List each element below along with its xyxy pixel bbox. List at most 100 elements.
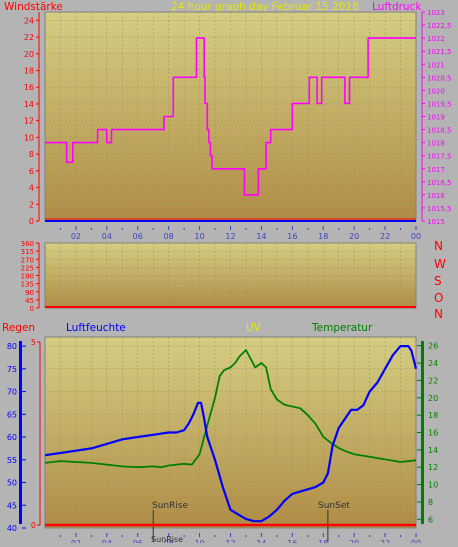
humidity-label-40: 40: [7, 524, 17, 533]
pressure-line: [45, 37, 416, 196]
panel3-x-label-12: 12: [225, 539, 235, 543]
sunrise-label: SunRise: [152, 501, 189, 511]
panel3-x-label-00: 00: [411, 539, 421, 543]
panel1-right-label-1021,5: 1021,5: [427, 48, 452, 56]
panel1-right-label-1022,5: 1022,5: [427, 22, 452, 30]
panel1-right-label-1020,5: 1020,5: [427, 74, 452, 82]
panel1-right-label-1020: 1020: [427, 87, 445, 95]
panel3-x-label-06: 06: [133, 539, 143, 543]
panel2-left-label-90: 90: [25, 289, 34, 297]
chart-title: 24 hour graph day Februar 15 2018: [171, 1, 359, 13]
direction-n-bottom: N: [434, 307, 443, 321]
humidity-label-75: 75: [7, 365, 17, 374]
panel1-left-label-2: 2: [29, 200, 34, 209]
humidity-axis: [19, 341, 22, 524]
panel1-x-label-06: 06: [133, 232, 143, 241]
wind-pressure-panel: 02468101214161820222410151015,510161016,…: [24, 9, 452, 241]
panel1-right-label-1019: 1019: [427, 114, 445, 122]
panel2-left-label-360: 360: [21, 240, 34, 248]
panel1-left-label-20: 20: [24, 50, 34, 59]
panel1-x-label-22: 22: [380, 232, 390, 241]
humidity-label-45: 45: [7, 501, 17, 510]
lower-header: Regen Luftfeuchte UV Temperatur: [2, 322, 373, 334]
rain-label: Regen: [2, 322, 35, 334]
panel1-left-label-24: 24: [24, 16, 34, 25]
panel2-left-label-135: 135: [21, 281, 34, 289]
panel1-right-label-1016,5: 1016,5: [427, 179, 452, 187]
panel3-x-label-02: 02: [71, 539, 81, 543]
temperature-label: Temperatur: [311, 322, 373, 334]
panel2-left-label-270: 270: [21, 256, 34, 264]
panel1-right-label-1022: 1022: [427, 35, 445, 43]
panel1-x-label-00: 00: [411, 232, 421, 241]
panel1-left-label-0: 0: [29, 217, 34, 226]
panel1-x-label-10: 10: [194, 232, 204, 241]
sunrise-bottom-label: SunRise: [151, 535, 183, 543]
panel3-x-label-04: 04: [102, 539, 112, 543]
panel3-x-label-10: 10: [194, 539, 204, 543]
panel1-x-label-02: 02: [71, 232, 81, 241]
sunset-label: SunSet: [318, 501, 350, 511]
temperature-label-14: 14: [428, 446, 438, 455]
wind-label: Windstärke: [4, 1, 63, 13]
panel3-x-label-16: 16: [287, 539, 297, 543]
humidity-line: [44, 345, 418, 523]
panel1-x-label-14: 14: [256, 232, 266, 241]
temperature-label-24: 24: [428, 359, 438, 368]
panel3-x-label-18: 18: [318, 539, 328, 543]
temperature-label-26: 26: [428, 342, 438, 351]
temperature-label-6: 6: [428, 515, 433, 524]
temperature-label-22: 22: [428, 376, 438, 385]
panel1-x-label-16: 16: [287, 232, 297, 241]
panel1-right-label-1017,5: 1017,5: [427, 153, 452, 161]
pressure-label: Luftdruck: [372, 1, 422, 13]
panel1-x-label-20: 20: [349, 232, 359, 241]
panel1-right-label-1023: 1023: [427, 9, 445, 17]
panel1-left-label-22: 22: [24, 33, 34, 42]
humidity-label-50: 50: [7, 479, 17, 488]
panel1-left-label-18: 18: [24, 67, 34, 76]
humidity-label: Luftfeuchte: [66, 322, 126, 334]
panel1-right-label-1021: 1021: [427, 61, 445, 69]
temperature-label-20: 20: [428, 394, 438, 403]
direction-w: W: [434, 257, 446, 271]
direction-o: O: [434, 291, 443, 305]
panel1-left-label-8: 8: [29, 150, 34, 159]
panel1-left-label-14: 14: [24, 100, 34, 109]
panel1-right-label-1015: 1015: [427, 218, 445, 226]
temperature-axis: [421, 341, 424, 524]
panel1-right-label-1017: 1017: [427, 166, 445, 174]
panel3-x-label-20: 20: [349, 539, 359, 543]
rain-label-0: 0: [31, 521, 36, 530]
panel1-left-label-12: 12: [24, 117, 34, 126]
humidity-label-65: 65: [7, 410, 17, 419]
humidity-label-55: 55: [7, 456, 17, 465]
panel1-left-label-16: 16: [24, 83, 34, 92]
compass-directions: N W S O N: [434, 239, 446, 321]
panel2-left-label-315: 315: [21, 248, 34, 256]
direction-s: S: [434, 274, 442, 288]
temperature-label-16: 16: [428, 429, 438, 438]
humidity-label-60: 60: [7, 433, 17, 442]
rain-label-5: 5: [31, 338, 36, 347]
panel1-right-label-1019,5: 1019,5: [427, 100, 452, 108]
header: Windstärke 24 hour graph day Februar 15 …: [4, 1, 422, 13]
panel1-right-label-1016: 1016: [427, 192, 445, 200]
panel1-left-label-4: 4: [29, 184, 34, 193]
panel1-x-label-12: 12: [225, 232, 235, 241]
panel2-left-label-0: 0: [30, 305, 34, 313]
humidity-label-70: 70: [7, 388, 17, 397]
uv-label: UV: [246, 322, 262, 334]
panel2-left-label-180: 180: [21, 273, 34, 281]
humidity-temperature-panel: 0 5 40 45 50 55 60 65 70 75 80 6 8 10 12 14 16 18 20 22 24 26…: [7, 336, 438, 547]
panel1-left-label-10: 10: [24, 133, 34, 142]
temperature-label-18: 18: [428, 411, 438, 420]
panel1-right-label-1018,5: 1018,5: [427, 127, 452, 135]
temperature-label-10: 10: [428, 481, 438, 490]
panel2-left-label-45: 45: [25, 297, 34, 305]
panel1-x-label-18: 18: [318, 232, 328, 241]
temperature-label-12: 12: [428, 463, 438, 472]
panel1-x-label-04: 04: [102, 232, 112, 241]
